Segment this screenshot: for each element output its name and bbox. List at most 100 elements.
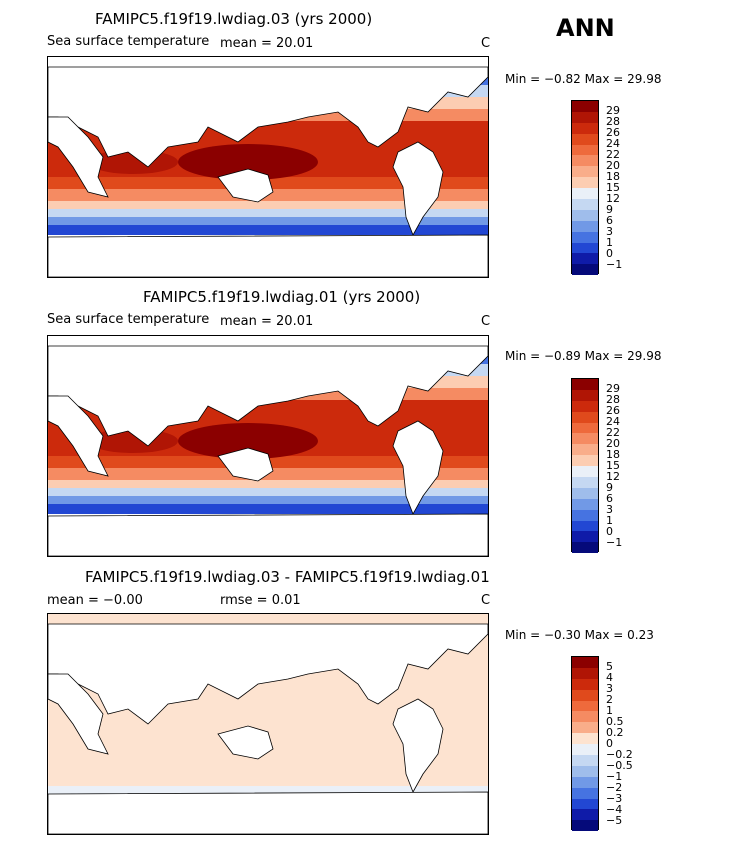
- cbar-3-tick: −5: [606, 814, 623, 827]
- panel-2-minmax: Min = −0.89 Max = 29.98: [505, 349, 661, 363]
- cbar-2-bin: [572, 498, 598, 510]
- cbar-2-bin: [572, 455, 598, 467]
- panel-3-units: C: [481, 593, 491, 608]
- panel-3-min-value: −0.30: [544, 628, 581, 642]
- cbar-3-tick: −4: [606, 803, 623, 816]
- cbar-3-tick: 4: [606, 671, 613, 684]
- cbar-2-tick: 26: [606, 404, 620, 417]
- cbar-2-bin: [572, 542, 598, 553]
- cbar-2-tick: 28: [606, 393, 620, 406]
- cbar-1-bin: [572, 155, 598, 167]
- panel-1-colorbar: [571, 100, 599, 275]
- cbar-1-tick: 12: [606, 192, 620, 205]
- cbar-2-bin: [572, 422, 598, 434]
- panel-2-map: [47, 335, 489, 557]
- cbar-1-tick: 20: [606, 159, 620, 172]
- cbar-3-bin: [572, 820, 598, 831]
- cbar-2-bin: [572, 389, 598, 401]
- cbar-2-tick: 3: [606, 503, 613, 516]
- cbar-3-bin: [572, 733, 598, 745]
- panel-3-mean: mean = −0.00: [47, 593, 143, 608]
- panel-1-min-label: Min =: [505, 72, 541, 86]
- panel-2-colorbar: [571, 378, 599, 553]
- cbar-2-tick: 15: [606, 459, 620, 472]
- panel-1-map-svg: [48, 57, 488, 277]
- cbar-3-bin: [572, 787, 598, 799]
- cbar-2-bin: [572, 379, 598, 390]
- panel-1-minmax: Min = −0.82 Max = 29.98: [505, 72, 661, 86]
- cbar-3-tick: 1: [606, 704, 613, 717]
- cbar-1-tick: 28: [606, 115, 620, 128]
- cbar-2-tick: −1: [606, 536, 623, 549]
- cbar-1-bin: [572, 144, 598, 156]
- cbar-1-bin: [572, 253, 598, 265]
- cbar-3-bin: [572, 765, 598, 777]
- cbar-1-bin: [572, 242, 598, 254]
- panel-2-units: C: [481, 314, 491, 329]
- panel-1-max-label: Max =: [584, 72, 624, 86]
- cbar-1-bin: [572, 264, 598, 275]
- cbar-1-tick: 1: [606, 236, 613, 249]
- cbar-3-bin: [572, 776, 598, 788]
- cbar-1-bin: [572, 231, 598, 243]
- panel-3-title: FAMIPC5.f19f19.lwdiag.03 - FAMIPC5.f19f1…: [85, 568, 490, 586]
- cbar-2-tick: 24: [606, 415, 620, 428]
- panel-3-map-svg: [48, 614, 488, 834]
- panel-1-units: C: [481, 36, 491, 51]
- cbar-3-tick: 0.2: [606, 726, 624, 739]
- panel-1-map: [47, 56, 489, 278]
- panel-2-map-svg: [48, 336, 488, 556]
- panel-1-title: FAMIPC5.f19f19.lwdiag.03 (yrs 2000): [95, 10, 373, 28]
- cbar-2-bin: [572, 509, 598, 521]
- cbar-3-bin: [572, 667, 598, 679]
- cbar-1-tick: 22: [606, 148, 620, 161]
- panel-2-max-value: 29.98: [627, 349, 662, 363]
- cbar-1-tick: 3: [606, 225, 613, 238]
- cbar-1-tick: −1: [606, 258, 623, 271]
- cbar-3-bin: [572, 700, 598, 712]
- cbar-3-tick: 3: [606, 682, 613, 695]
- panel-2-var-label: Sea surface temperature: [47, 312, 210, 327]
- cbar-2-tick: 0: [606, 525, 613, 538]
- cbar-1-bin: [572, 209, 598, 221]
- cbar-3-bin: [572, 722, 598, 734]
- cbar-3-tick: −2: [606, 781, 623, 794]
- cbar-1-bin: [572, 199, 598, 210]
- cbar-2-bin: [572, 411, 598, 423]
- season-label: ANN: [556, 14, 615, 42]
- cbar-1-tick: 18: [606, 170, 620, 183]
- cbar-2-bin: [572, 444, 598, 456]
- cbar-2-tick: 6: [606, 492, 613, 505]
- cbar-2-bin: [572, 531, 598, 543]
- panel-1-var-label: Sea surface temperature: [47, 34, 210, 49]
- cbar-2-tick: 9: [606, 481, 613, 494]
- cbar-1-bin: [572, 133, 598, 145]
- cbar-2-tick: 1: [606, 514, 613, 527]
- panel-3-max-label: Max =: [584, 628, 624, 642]
- cbar-2-tick: 18: [606, 448, 620, 461]
- panel-3-max-value: 0.23: [627, 628, 654, 642]
- cbar-1-bin: [572, 111, 598, 123]
- cbar-3-bin: [572, 678, 598, 690]
- cbar-1-tick: 15: [606, 181, 620, 194]
- panel-3-colorbar: [571, 656, 599, 831]
- cbar-1-bin: [572, 101, 598, 112]
- cbar-3-tick: −0.2: [606, 748, 633, 761]
- cbar-1-tick: 0: [606, 247, 613, 260]
- cbar-1-bin: [572, 166, 598, 178]
- panel-1-max-value: 29.98: [627, 72, 662, 86]
- cbar-2-bin: [572, 400, 598, 412]
- cbar-3-bin: [572, 657, 598, 668]
- cbar-2-bin: [572, 487, 598, 499]
- panel-2-mean: mean = 20.01: [220, 314, 314, 329]
- cbar-3-bin: [572, 711, 598, 723]
- cbar-3-bin: [572, 755, 598, 766]
- cbar-3-bin: [572, 689, 598, 701]
- cbar-3-bin: [572, 798, 598, 810]
- cbar-3-tick: 2: [606, 693, 613, 706]
- panel-1-min-value: −0.82: [544, 72, 581, 86]
- cbar-3-tick: 0.5: [606, 715, 624, 728]
- cbar-3-bin: [572, 809, 598, 821]
- cbar-1-tick: 9: [606, 203, 613, 216]
- cbar-3-tick: −1: [606, 770, 623, 783]
